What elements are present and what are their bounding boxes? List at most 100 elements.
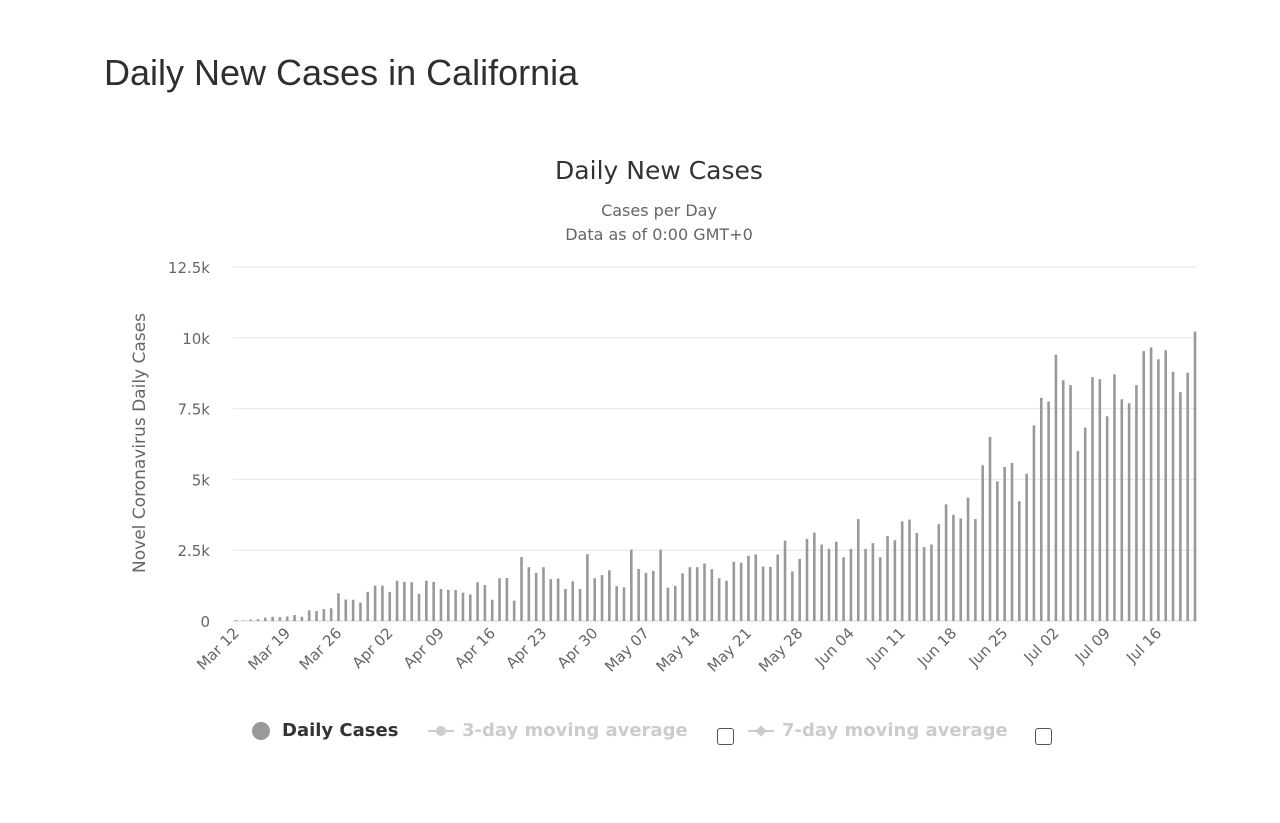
bar[interactable] <box>315 611 318 621</box>
bar[interactable] <box>1047 401 1050 621</box>
bar[interactable] <box>1149 347 1153 621</box>
bar[interactable] <box>329 608 333 621</box>
bar[interactable] <box>468 594 472 621</box>
legend-item-7-day-average[interactable]: 7-day moving average <box>748 720 1008 741</box>
bar[interactable] <box>908 519 911 621</box>
bar[interactable] <box>864 548 867 621</box>
bar[interactable] <box>490 599 494 621</box>
bar[interactable] <box>725 580 728 621</box>
bar[interactable] <box>593 578 597 621</box>
bar[interactable] <box>1025 473 1028 621</box>
3-day-average-checkbox[interactable] <box>717 728 734 745</box>
bar[interactable] <box>556 578 560 621</box>
bar[interactable] <box>425 580 428 621</box>
bar[interactable] <box>476 582 479 621</box>
bar[interactable] <box>681 573 684 621</box>
bar[interactable] <box>1135 385 1138 621</box>
bar[interactable] <box>798 558 801 621</box>
bar[interactable] <box>827 548 831 621</box>
bar[interactable] <box>871 543 875 621</box>
bar[interactable] <box>608 570 611 621</box>
bar[interactable] <box>293 615 296 621</box>
bar[interactable] <box>285 616 289 621</box>
bar[interactable] <box>1179 392 1182 621</box>
bar[interactable] <box>439 588 443 621</box>
bar[interactable] <box>512 600 516 621</box>
bar[interactable] <box>322 609 326 621</box>
legend-item-3-day-average[interactable]: 3-day moving average <box>428 720 688 741</box>
bar[interactable] <box>256 619 260 621</box>
bar[interactable] <box>805 538 809 621</box>
bar[interactable] <box>754 554 758 621</box>
bar[interactable] <box>344 599 348 621</box>
bar[interactable] <box>534 572 538 621</box>
legend-item-daily-cases[interactable]: Daily Cases <box>252 720 398 741</box>
bar[interactable] <box>1076 451 1080 621</box>
bar[interactable] <box>1142 351 1146 621</box>
bar[interactable] <box>666 587 670 621</box>
bar[interactable] <box>351 599 355 621</box>
bar[interactable] <box>1069 385 1072 621</box>
bar[interactable] <box>776 554 780 621</box>
bar[interactable] <box>337 593 340 621</box>
bar[interactable] <box>1157 359 1160 621</box>
bar[interactable] <box>483 585 487 621</box>
7-day-average-checkbox[interactable] <box>1035 728 1052 745</box>
bar[interactable] <box>769 566 772 621</box>
bar[interactable] <box>1083 427 1087 621</box>
bar[interactable] <box>966 497 970 621</box>
bar[interactable] <box>651 570 655 621</box>
bar[interactable] <box>571 581 575 621</box>
bar[interactable] <box>695 567 699 621</box>
bar[interactable] <box>886 536 889 621</box>
bar[interactable] <box>622 587 626 621</box>
bar[interactable] <box>988 436 992 621</box>
bar[interactable] <box>432 581 435 621</box>
bar[interactable] <box>578 588 582 621</box>
bar[interactable] <box>717 578 721 621</box>
bar[interactable] <box>373 585 377 621</box>
bar[interactable] <box>820 544 823 621</box>
bar[interactable] <box>783 540 787 621</box>
bar[interactable] <box>549 579 553 621</box>
bar[interactable] <box>586 554 589 621</box>
bar[interactable] <box>615 586 618 621</box>
bar[interactable] <box>952 514 955 621</box>
bar[interactable] <box>600 575 604 621</box>
bar[interactable] <box>834 541 838 621</box>
bar[interactable] <box>520 556 523 621</box>
bar[interactable] <box>842 557 845 621</box>
bar[interactable] <box>710 569 714 621</box>
bar[interactable] <box>915 532 919 621</box>
bar[interactable] <box>1054 354 1058 621</box>
bar[interactable] <box>359 602 362 621</box>
bar[interactable] <box>813 532 816 621</box>
bar[interactable] <box>410 582 413 621</box>
bar[interactable] <box>878 557 882 621</box>
bar[interactable] <box>630 549 633 621</box>
bar[interactable] <box>937 524 941 621</box>
bar[interactable] <box>381 585 384 621</box>
bar[interactable] <box>959 518 963 621</box>
bar[interactable] <box>732 561 736 621</box>
bar[interactable] <box>263 617 267 621</box>
bar[interactable] <box>1018 501 1021 621</box>
bar[interactable] <box>1010 462 1014 621</box>
bar[interactable] <box>739 562 743 621</box>
bar[interactable] <box>974 519 977 621</box>
bar[interactable] <box>307 610 311 621</box>
bar[interactable] <box>856 519 860 621</box>
bar[interactable] <box>564 588 567 621</box>
bar[interactable] <box>1186 372 1189 621</box>
bar[interactable] <box>644 572 648 621</box>
bar[interactable] <box>747 555 750 621</box>
bar[interactable] <box>1003 466 1006 621</box>
bar[interactable] <box>542 567 545 621</box>
bar[interactable] <box>278 617 282 621</box>
bar[interactable] <box>249 619 252 621</box>
bar[interactable] <box>791 571 794 621</box>
bar[interactable] <box>893 540 897 621</box>
bar[interactable] <box>446 589 450 621</box>
bar[interactable] <box>703 563 706 621</box>
bar[interactable] <box>1039 397 1043 621</box>
